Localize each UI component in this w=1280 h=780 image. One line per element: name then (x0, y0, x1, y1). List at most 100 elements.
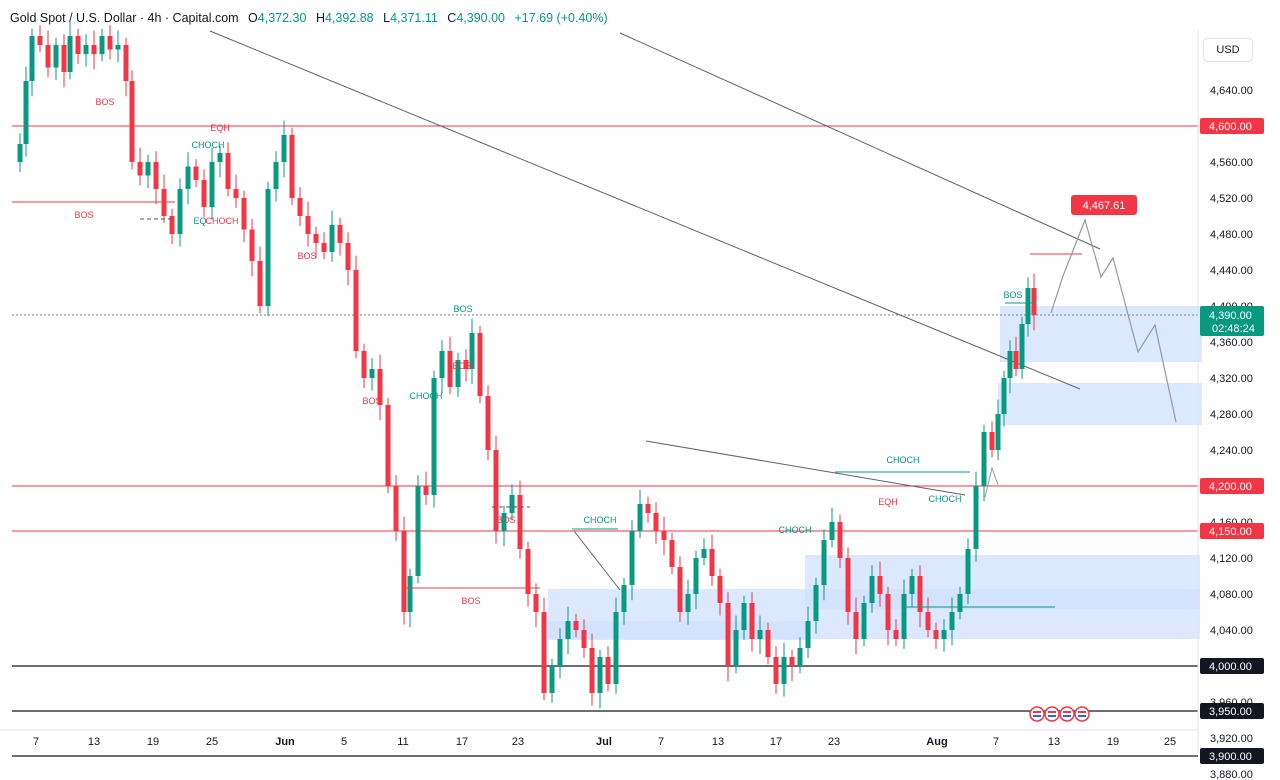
us-flag-icon (1029, 706, 1045, 722)
candle-body (1031, 288, 1037, 315)
candle-body (701, 549, 707, 558)
candle-body (853, 612, 859, 639)
candle-body (273, 162, 279, 189)
flag-stripe (1063, 715, 1071, 717)
trendlines (209, 30, 1101, 591)
trendline-flat (645, 440, 966, 496)
countdown-label: 02:48:24 (1212, 323, 1255, 335)
time-tick-label: 25 (1164, 736, 1176, 748)
candle-body (773, 657, 779, 684)
candle-body (129, 81, 135, 162)
price-tick-label: 4,560.00 (1210, 157, 1253, 169)
price-tick-label: 3,920.00 (1210, 733, 1253, 745)
level-tag (1200, 118, 1264, 134)
time-tick-label: 25 (206, 736, 218, 748)
candle-body (185, 166, 191, 189)
annotation-choch: CHOCH (410, 391, 443, 401)
candle-body (677, 567, 683, 612)
candle-body (61, 45, 67, 72)
candle-body (91, 45, 97, 54)
us-flag-icon (1044, 706, 1060, 722)
flag-ring (1074, 706, 1090, 722)
candle-body (797, 648, 803, 666)
candle-body (493, 450, 499, 531)
high-value: 4,392.88 (324, 11, 374, 25)
current-price-label: 4,390.00 (1209, 310, 1252, 322)
level-tag-label: 3,950.00 (1209, 706, 1252, 718)
level-tag (1200, 523, 1264, 539)
candle-body (605, 657, 611, 684)
candle-body (693, 558, 699, 594)
open-value: 4,372.30 (257, 11, 307, 25)
candle-body (99, 36, 105, 54)
annotation-choch: CHOCH (887, 455, 920, 465)
annotation-choch: CHOCH (929, 494, 962, 504)
economic-event-flags[interactable] (1029, 706, 1090, 722)
price-axis[interactable]: 4,640.00 4,600.00 4,560.00 4,520.00 4,480.00… (1197, 30, 1264, 780)
candle-body (305, 216, 311, 234)
candle-body (533, 594, 539, 612)
time-tick-label: 23 (512, 736, 524, 748)
price-tick-label: 4,040.00 (1210, 625, 1253, 637)
candle-body (385, 405, 391, 486)
time-tick-label: 17 (770, 736, 782, 748)
trendline-lower (209, 30, 1081, 390)
level-tag (1200, 478, 1264, 494)
candle-body (893, 630, 899, 639)
candle-body (345, 243, 351, 270)
candle-body (813, 585, 819, 621)
candle-body (669, 540, 675, 567)
candle-body (393, 486, 399, 531)
candle-body (765, 630, 771, 657)
annotation-bos: BOS (95, 97, 114, 107)
candle-body (501, 513, 507, 531)
close-value: 4,390.00 (456, 11, 505, 25)
candles (17, 21, 1037, 709)
candle-body (265, 189, 271, 306)
target-tag (1071, 195, 1137, 215)
candle-body (637, 504, 643, 531)
annotation-eqh: EQH (878, 497, 898, 507)
candle-body (829, 522, 835, 540)
candle-body (869, 576, 875, 603)
candle-body (321, 243, 327, 252)
candle-body (981, 432, 987, 486)
candle-body (415, 486, 421, 576)
structure-lines (12, 201, 1082, 608)
candle-body (75, 36, 81, 54)
time-tick-label: Jul (596, 736, 612, 748)
candle-body (781, 657, 787, 684)
candle-body (1007, 351, 1013, 378)
candle-body (821, 540, 827, 585)
price-tick-label: 4,120.00 (1210, 553, 1253, 565)
candle-body (431, 378, 437, 495)
candle-body (845, 558, 851, 612)
candle-body (925, 612, 931, 630)
annotation-bos: BOS (496, 515, 515, 525)
candle-body (407, 576, 413, 612)
candle-body (45, 45, 51, 68)
candle-body (123, 45, 129, 81)
price-tick-label: 4,240.00 (1210, 445, 1253, 457)
time-tick-label: 7 (658, 736, 664, 748)
annotation-choch: CHOCH (584, 515, 617, 525)
candle-body (463, 360, 469, 369)
candle-body (477, 333, 483, 396)
candle-body (53, 45, 59, 68)
chart-header: Gold Spot / U.S. Dollar · 4h · Capital.c… (10, 11, 614, 25)
time-axis[interactable]: 7 13 19 25 Jun 5 11 17 23 Jul 7 13 17 23 Aug 7 13 19 25 (0, 729, 1198, 748)
currency-selector[interactable]: USD (1203, 38, 1253, 62)
candle-body (901, 594, 907, 639)
change-value: +17.69 (+0.40%) (514, 11, 608, 25)
current-price-tag (1200, 306, 1264, 336)
candle-body (217, 153, 223, 162)
symbol-title[interactable]: Gold Spot / U.S. Dollar · 4h · Capital.c… (10, 11, 239, 25)
flag-stripe (1048, 715, 1056, 717)
candle-body (725, 603, 731, 666)
annotation-choch: CHOCH (206, 216, 239, 226)
annotation-choch: CHOCH (192, 140, 225, 150)
trendline-upper (619, 32, 1101, 250)
candle-body (973, 486, 979, 549)
candle-body (281, 135, 287, 162)
